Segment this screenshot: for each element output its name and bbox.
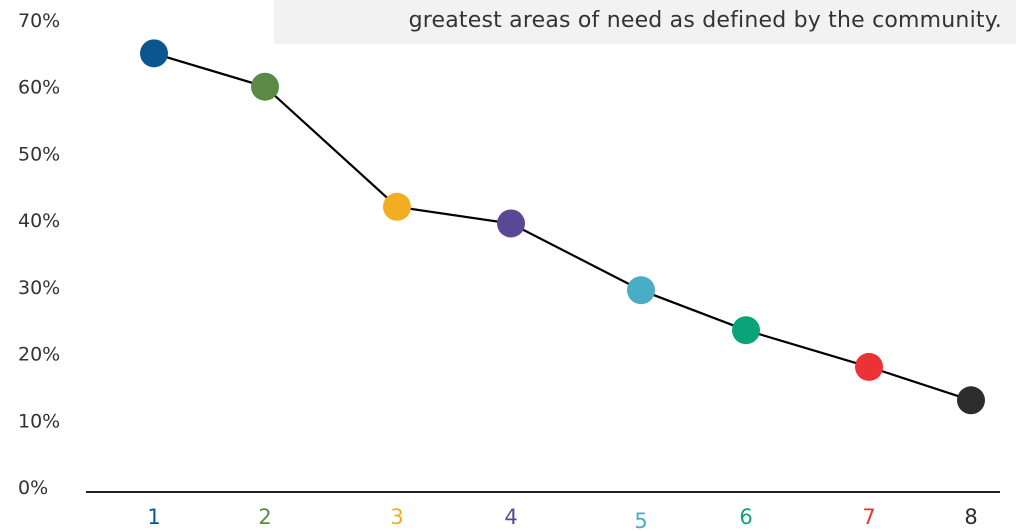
y-tick-label: 70% [18,10,60,32]
y-tick-label: 10% [18,410,60,432]
x-tick-label: 3 [390,505,403,529]
header-banner: greatest areas of need as defined by the… [274,0,1016,44]
x-axis-ticks: 1 2 3 4 5 6 7 8 [147,505,977,531]
data-point-1 [140,39,168,68]
y-tick-label: 50% [18,143,60,165]
x-tick-label: 8 [964,505,977,529]
y-tick-label: 20% [18,344,60,366]
data-points [140,39,985,415]
x-tick-label: 4 [504,505,517,529]
data-point-4 [497,209,525,238]
y-tick-label: 0% [18,477,48,499]
data-point-2 [251,72,279,101]
data-point-6 [732,316,760,345]
x-tick-label: 6 [739,505,752,529]
y-tick-label: 60% [18,77,60,99]
y-tick-label: 40% [18,210,60,232]
y-tick-label: 30% [18,277,60,299]
x-tick-label: 2 [258,505,271,529]
data-point-3 [383,192,411,221]
header-text: greatest areas of need as defined by the… [408,8,1002,33]
x-tick-label: 5 [634,509,647,531]
data-point-8 [957,386,985,415]
x-tick-label: 7 [862,505,875,529]
data-point-7 [855,352,883,381]
data-point-5 [627,276,655,305]
series-line [153,52,972,402]
x-tick-label: 1 [147,505,160,529]
y-axis: 0% 10% 20% 30% 40% 50% 60% 70% [18,10,60,499]
